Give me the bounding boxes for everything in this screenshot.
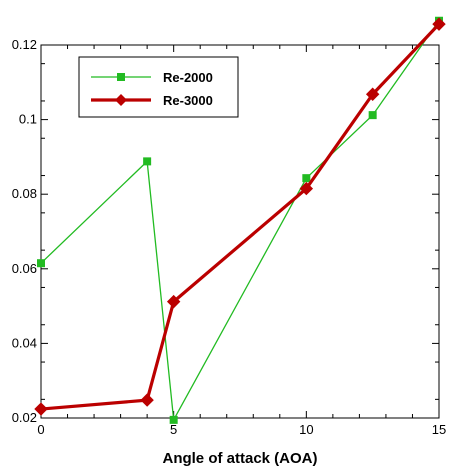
data-point <box>365 87 380 101</box>
legend-box <box>78 56 239 118</box>
x-tick-label: 10 <box>299 422 313 437</box>
legend: Re-2000 Re-3000 <box>78 56 239 118</box>
data-point <box>299 181 314 196</box>
y-tick-label: 0.04 <box>12 335 37 350</box>
x-tick-label: 5 <box>170 422 177 437</box>
series-line <box>40 23 441 411</box>
x-tick-label: 15 <box>432 422 446 437</box>
legend-label: Re-3000 <box>163 93 213 108</box>
y-tick-label: 0.1 <box>19 112 37 127</box>
data-point <box>368 111 377 120</box>
plot-area-border <box>40 44 440 419</box>
series-layer <box>34 16 446 424</box>
y-tick-label: 0.12 <box>12 37 37 52</box>
data-point <box>37 259 45 268</box>
data-point <box>143 157 152 166</box>
legend-marker <box>115 94 127 106</box>
y-tick-label: 0.02 <box>12 410 37 425</box>
x-axis-title: Angle of attack (AOA) <box>162 450 317 467</box>
y-tick-label: 0.08 <box>12 186 37 201</box>
data-point <box>140 393 154 407</box>
series-re-3000 <box>34 17 446 416</box>
data-point <box>432 17 446 31</box>
x-tick-label: 0 <box>37 422 44 437</box>
data-point <box>166 294 181 309</box>
data-point <box>34 402 48 416</box>
legend-marker <box>117 73 125 81</box>
series-line <box>40 20 440 421</box>
plot-frame <box>40 44 440 419</box>
y-tick-label: 0.06 <box>12 261 37 276</box>
data-point <box>169 415 178 424</box>
legend-label: Re-2000 <box>163 70 213 85</box>
y-axis: 0.02 0.04 0.06 0.08 0.1 0.12 <box>12 37 439 425</box>
data-point <box>302 174 311 183</box>
x-axis: 0 5 10 15 <box>37 45 446 437</box>
